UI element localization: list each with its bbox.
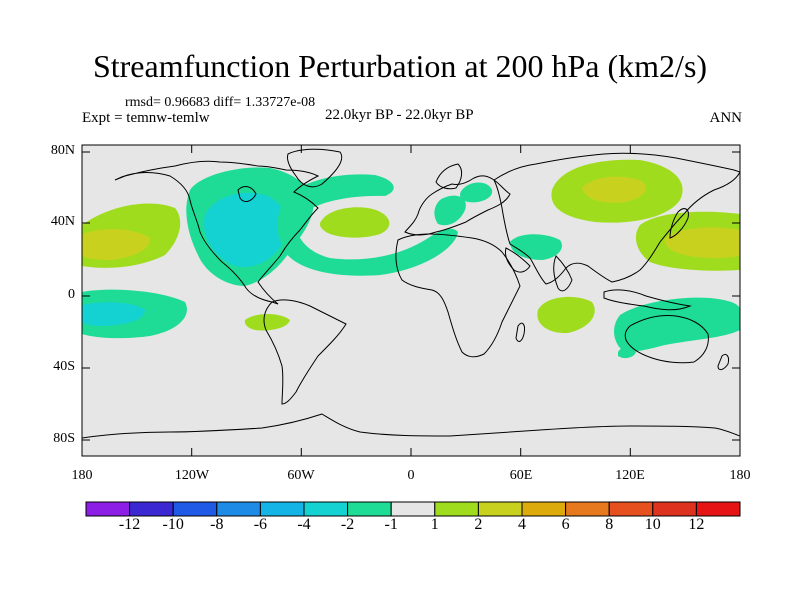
colorbar-box [390, 501, 436, 517]
colorbar-tick-label: -10 [162, 516, 184, 533]
contour-tpac-inner [82, 302, 145, 326]
colorbar-tick-label: 12 [688, 516, 705, 533]
map-title: Streamfunction Perturbation at 200 hPa (… [92, 48, 708, 84]
coast-asia [493, 152, 741, 285]
coast-madagascar [515, 322, 525, 342]
colorbar-box [216, 501, 261, 517]
lat-label: 0 [68, 287, 75, 302]
lon-label: 120E [615, 468, 645, 483]
lon-label: 180 [729, 468, 751, 483]
coast-australia [624, 315, 709, 364]
colorbar-tick-label: -8 [210, 516, 224, 533]
colorbar-box [608, 501, 654, 517]
coast-africa [395, 233, 521, 358]
contour-atlantic-ring [277, 174, 458, 276]
lon-label: 120W [174, 468, 210, 483]
contour-wpac-inner [664, 227, 740, 259]
contour-epac-inner [82, 229, 151, 260]
colorbar-box [129, 501, 174, 517]
colorbar-box [347, 501, 392, 517]
contour-europe-neg [460, 182, 493, 203]
contour-atlantic-pos [319, 207, 390, 238]
colorbar-box [259, 501, 305, 517]
coast-antarctica [81, 413, 741, 439]
contour-na-inner [204, 192, 286, 268]
coast-arabia [505, 247, 531, 273]
season-label: ANN [709, 110, 743, 126]
coast-hudson-bay [237, 186, 257, 202]
colorbar-tick-label: -4 [297, 516, 311, 533]
colorbar-box [652, 501, 697, 517]
colorbar-tick-label: -6 [253, 516, 268, 533]
coast-north-america [114, 160, 320, 305]
contour-indian-pos [537, 296, 595, 334]
coastlines [81, 148, 741, 439]
colorbar-box [477, 501, 523, 517]
contour-sa-pos [244, 314, 290, 331]
coast-indonesia [603, 289, 692, 311]
lat-label: 80N [50, 143, 75, 158]
coast-new-zealand [717, 353, 729, 371]
contour-aus-small [618, 346, 636, 359]
coast-greenland [287, 148, 343, 188]
contour-atlantic-tail [434, 195, 466, 226]
contour-mideast-neg [510, 234, 562, 260]
lon-label: 60E [509, 468, 533, 483]
axis-ticks [81, 145, 741, 456]
colorbar-box [85, 501, 131, 517]
colorbar-tick-label: 8 [605, 516, 614, 533]
coast-scandinavia [435, 163, 463, 190]
colorbar-tick-label: 6 [561, 516, 570, 533]
lon-label: 0 [407, 468, 415, 483]
colorbar-tick-label: 1 [430, 516, 439, 533]
colorbar-tick-label: 4 [518, 516, 526, 533]
colorbar-box [695, 501, 741, 517]
contour-asia-inner [582, 176, 646, 203]
colorbar-box [303, 501, 349, 517]
colorbar-tick-label: -12 [118, 516, 141, 533]
coast-india [553, 255, 573, 292]
colorbar-tick-label: -1 [384, 516, 398, 533]
lat-label: 80S [53, 431, 75, 446]
lon-label: 180 [71, 468, 93, 483]
colorbar-tick-label: 2 [474, 516, 483, 533]
colorbar-tick-label: 10 [644, 516, 661, 533]
contour-fills [82, 159, 740, 359]
rmsd-stats: rmsd= 0.96683 diff= 1.33727e-08 [125, 95, 316, 110]
coast-japan [669, 208, 689, 239]
experiment-label: Expt = temnw-temlw [82, 110, 210, 126]
colorbar-box [565, 501, 610, 517]
period-label: 22.0kyr BP - 22.0kyr BP [325, 107, 474, 123]
colorbar-box [172, 501, 218, 517]
colorbar-box [521, 501, 567, 517]
coast-south-america [263, 299, 347, 405]
lat-label: 40N [50, 214, 75, 229]
colorbar-tick-label: -2 [340, 516, 355, 533]
colorbar-box [434, 501, 479, 517]
colorbar [85, 501, 741, 517]
lon-label: 60W [287, 468, 315, 483]
lat-label: 40S [53, 359, 75, 374]
